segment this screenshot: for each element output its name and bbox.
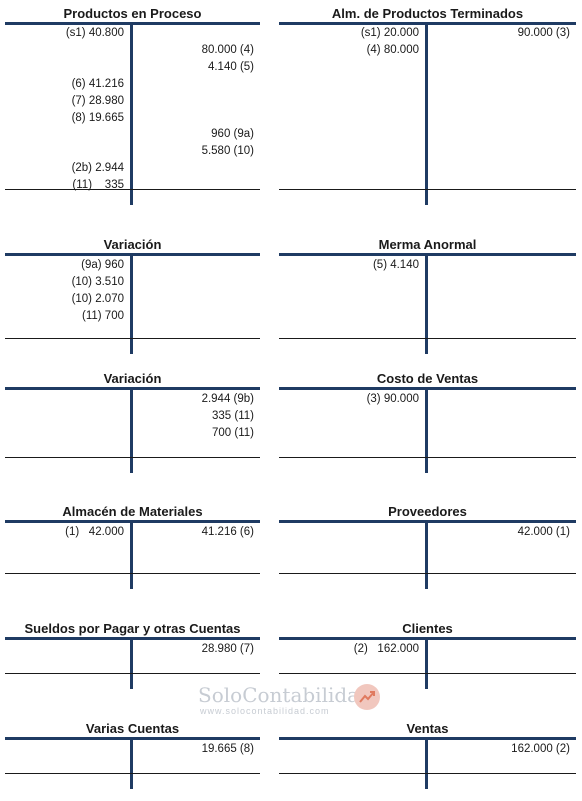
credit-entry: 28.980 (7) xyxy=(201,643,254,655)
account-center-rule xyxy=(425,637,428,689)
t-account: Variación (9a) 960 (10) 3.510 (10) 2.070 (11… xyxy=(5,237,260,354)
account-title: Clientes xyxy=(402,621,453,636)
account-total-rule xyxy=(5,189,260,190)
account-title: Merma Anormal xyxy=(378,237,477,252)
watermark-logo-icon xyxy=(354,684,380,710)
t-account: Sueldos por Pagar y otras Cuentas 28.980 … xyxy=(5,621,260,689)
account-title: Ventas xyxy=(406,721,449,736)
credit-entry: 90.000 (3) xyxy=(517,27,570,39)
account-title: Alm. de Productos Terminados xyxy=(331,6,524,21)
t-account: Variación 2.944 (9b) 335 (11) 700 (11) xyxy=(5,371,260,473)
t-account: Productos en Proceso (s1) 40.800 (6) 41.21… xyxy=(5,6,260,205)
account-total-rule xyxy=(279,338,576,339)
credit-entry: 4.140 (5) xyxy=(207,60,254,73)
debit-entry: (7) 28.980 xyxy=(71,94,124,107)
account-center-rule xyxy=(130,520,133,589)
account-title: Sueldos por Pagar y otras Cuentas xyxy=(24,621,241,636)
t-account: Clientes (2) 162.000 xyxy=(279,621,576,689)
debit-entry: (6) 41.216 xyxy=(71,77,124,90)
debit-entry: (11) 700 xyxy=(82,310,124,322)
t-account: Proveedores 42.000 (1) xyxy=(279,504,576,589)
credit-entry: 162.000 (2) xyxy=(511,743,570,755)
account-total-rule xyxy=(5,673,260,674)
debit-entry: (3) 90.000 xyxy=(366,393,419,405)
watermark-url: www.solocontabilidad.com xyxy=(200,706,330,716)
account-title: Costo de Ventas xyxy=(376,371,479,386)
debit-entry: (9a) 960 xyxy=(81,259,124,271)
watermark-brand-solo: Solo xyxy=(198,683,243,707)
debit-entry: (5) 4.140 xyxy=(372,259,419,271)
account-title: Varias Cuentas xyxy=(85,721,180,736)
debit-entry: (2) 162.000 xyxy=(353,643,419,655)
account-title: Variación xyxy=(103,237,162,252)
account-total-rule xyxy=(5,457,260,458)
watermark-brand-contabilidad: Contabilidad xyxy=(242,683,372,707)
account-center-rule xyxy=(425,737,428,789)
credit-entry: 42.000 (1) xyxy=(517,526,570,538)
account-center-rule xyxy=(130,387,133,473)
account-total-rule xyxy=(279,673,576,674)
account-total-rule xyxy=(279,189,576,190)
watermark-brand: SoloContabilidad xyxy=(198,683,372,707)
credit-entry: 700 (11) xyxy=(212,427,254,439)
account-title: Proveedores xyxy=(388,504,467,519)
debit-entry: (10) 2.070 xyxy=(71,293,124,305)
account-total-rule xyxy=(5,338,260,339)
account-title: Productos en Proceso xyxy=(63,6,202,21)
t-account: Costo de Ventas (3) 90.000 xyxy=(279,371,576,473)
debit-entry: (s1) 40.800 xyxy=(65,27,124,39)
credit-entry: 19.665 (8) xyxy=(201,743,254,755)
credit-entry: 335 (11) xyxy=(212,410,254,422)
account-center-rule xyxy=(130,22,133,205)
debit-entry: (2b) 2.944 xyxy=(71,162,124,175)
account-title: Almacén de Materiales xyxy=(62,504,203,519)
credit-entry: 41.216 (6) xyxy=(201,526,254,538)
account-center-rule xyxy=(425,253,428,354)
account-center-rule xyxy=(425,520,428,589)
account-center-rule xyxy=(130,737,133,789)
account-center-rule xyxy=(130,637,133,689)
t-account: Merma Anormal (5) 4.140 xyxy=(279,237,576,354)
account-center-rule xyxy=(425,387,428,473)
debit-entry: (1) 42.000 xyxy=(65,526,124,538)
debit-entry: (4) 80.000 xyxy=(366,44,419,56)
account-total-rule xyxy=(279,773,576,774)
credit-entry: 5.580 (10) xyxy=(201,145,254,158)
credit-entry: 960 (9a) xyxy=(211,128,254,141)
account-title: Variación xyxy=(103,371,162,386)
watermark: SoloContabilidad www.solocontabilidad.co… xyxy=(198,683,390,719)
t-account: Varias Cuentas 19.665 (8) xyxy=(5,721,260,789)
account-center-rule xyxy=(425,22,428,205)
credit-entry: 80.000 (4) xyxy=(201,43,254,56)
t-account: Alm. de Productos Terminados (s1) 20.000 (… xyxy=(279,6,576,205)
debit-entry: (s1) 20.000 xyxy=(360,27,419,39)
debit-entry: (10) 3.510 xyxy=(71,276,124,288)
account-total-rule xyxy=(279,457,576,458)
account-center-rule xyxy=(130,253,133,354)
account-total-rule xyxy=(279,573,576,574)
account-total-rule xyxy=(5,573,260,574)
credit-entry: 2.944 (9b) xyxy=(201,393,254,405)
debit-entry: (8) 19.665 xyxy=(71,111,124,124)
account-total-rule xyxy=(5,773,260,774)
t-account: Almacén de Materiales (1) 42.000 41.216 (6… xyxy=(5,504,260,589)
t-account: Ventas 162.000 (2) xyxy=(279,721,576,789)
debit-entry: (11) 335 xyxy=(72,179,124,192)
